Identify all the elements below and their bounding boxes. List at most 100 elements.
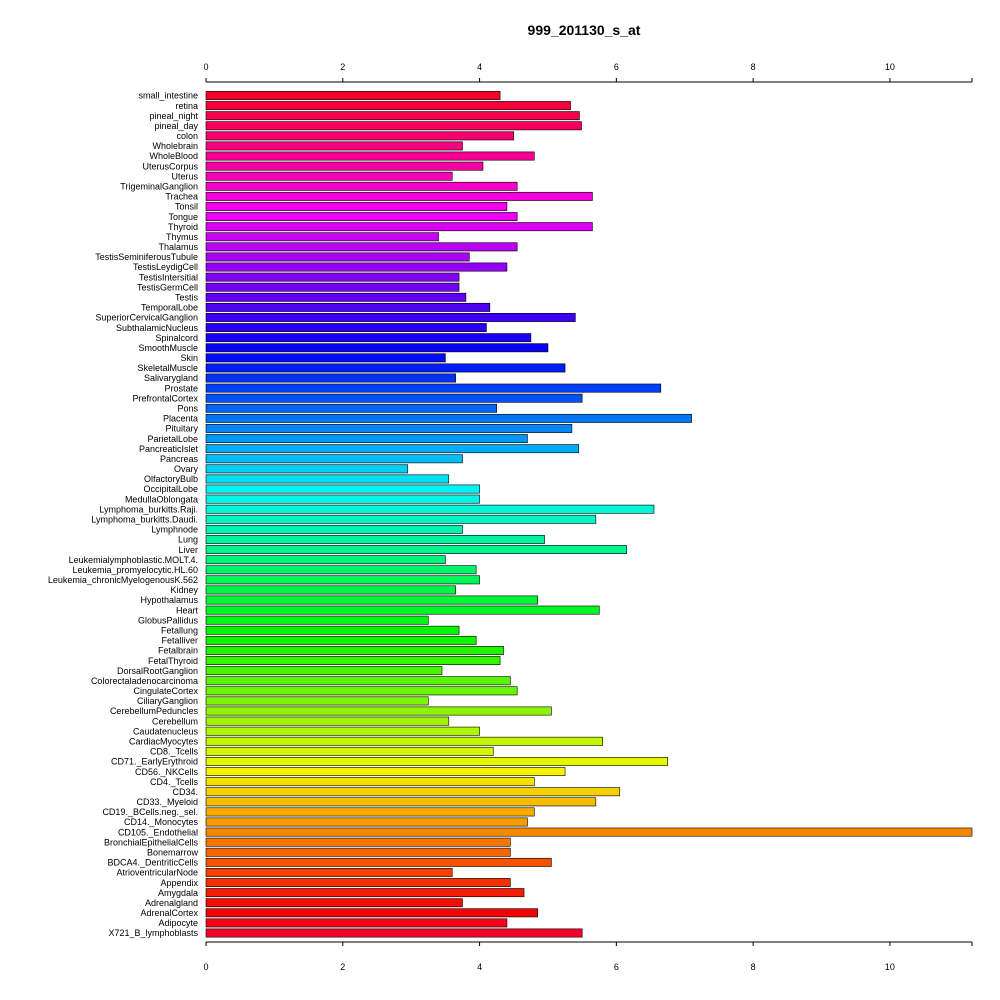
bar-TestisGermCell xyxy=(205,282,460,292)
bottom-axis-tick-label: 10 xyxy=(885,962,895,972)
top-axis-tick-label: 4 xyxy=(477,62,482,72)
bar-Skin xyxy=(205,353,446,363)
top-axis-tick-label: 0 xyxy=(203,62,208,72)
bar-ParietalLobe xyxy=(205,434,528,444)
bar-Liver xyxy=(205,545,627,554)
category-label: Spinalcord xyxy=(155,333,198,343)
category-label: Fetalliver xyxy=(161,636,198,646)
category-label: Wholebrain xyxy=(152,141,198,151)
bar-CD105._Endothelial xyxy=(205,827,973,837)
category-label: Hypothalamus xyxy=(140,595,198,605)
bar-Heart xyxy=(205,605,600,615)
category-label: TemporalLobe xyxy=(141,303,198,313)
category-label: Amygdala xyxy=(158,888,198,898)
category-label: Placenta xyxy=(163,414,198,424)
category-label: WholeBlood xyxy=(149,151,198,161)
bar-Pituitary xyxy=(205,424,573,433)
category-label: TestisIntersitial xyxy=(139,272,198,282)
category-label: CD105._Endothelial xyxy=(118,827,198,837)
category-label: Uterus xyxy=(171,171,198,181)
bar-Bonemarrow xyxy=(205,847,511,857)
bottom-axis-tick-label: 2 xyxy=(340,962,345,972)
bar-Adrenalgland xyxy=(205,898,463,908)
category-label: Bonemarrow xyxy=(147,847,199,857)
bar-CD4._Tcells xyxy=(205,777,535,787)
category-label: TrigeminalGanglion xyxy=(120,182,198,192)
category-label: PancreaticIslet xyxy=(139,444,199,454)
category-label: CD34. xyxy=(172,787,198,797)
chart-title: 999_201130_s_at xyxy=(528,22,641,38)
category-label: ParietalLobe xyxy=(147,434,198,444)
bar-Fetallung xyxy=(205,625,460,635)
bar-Adipocyte xyxy=(205,918,508,928)
bar-TemporalLobe xyxy=(205,302,491,312)
bar-X721_B_lymphoblasts xyxy=(205,928,583,938)
category-label: CD19._BCells.neg._sel. xyxy=(102,807,198,817)
category-label: Thyroid xyxy=(168,222,198,232)
category-label: TestisGermCell xyxy=(137,282,198,292)
bar-Testis xyxy=(205,292,467,302)
bar-CerebellumPeduncles xyxy=(205,706,552,716)
bar-Lymphoma_burkitts.Raji. xyxy=(205,504,655,514)
bar-Placenta xyxy=(205,413,692,423)
bar-PrefrontalCortex xyxy=(205,393,583,403)
category-label: pineal_night xyxy=(149,111,198,121)
category-label: Lymphoma_burkitts.Daudi. xyxy=(91,515,198,525)
category-label: Caudatenucleus xyxy=(133,726,199,736)
bar-UterusCorpus xyxy=(205,161,484,171)
bar-CiliaryGanglion xyxy=(205,696,429,706)
category-label: Liver xyxy=(178,545,198,555)
category-label: Leukemialymphoblastic.MOLT.4. xyxy=(69,555,198,565)
category-label: Thymus xyxy=(166,232,199,242)
category-label: AtrioventricularNode xyxy=(116,868,198,878)
category-label: CerebellumPeduncles xyxy=(110,706,199,716)
top-axis-tick-label: 6 xyxy=(614,62,619,72)
category-label: CD8._Tcells xyxy=(150,747,199,757)
top-axis-tick-label: 8 xyxy=(751,62,756,72)
bar-TrigeminalGanglion xyxy=(205,181,518,191)
category-label: Cerebellum xyxy=(152,716,198,726)
category-label: SuperiorCervicalGanglion xyxy=(95,313,198,323)
category-label: Pituitary xyxy=(165,424,198,434)
category-label: FetalThyroid xyxy=(148,656,198,666)
top-axis: 0 2 4 6 8 10 xyxy=(203,62,973,83)
category-label: Adipocyte xyxy=(158,918,198,928)
bottom-axis-tick-label: 6 xyxy=(614,962,619,972)
category-label: pineal_day xyxy=(154,121,198,131)
bottom-axis-tick-label: 0 xyxy=(203,962,208,972)
bar-pineal_day xyxy=(205,121,582,131)
bar-SmoothMuscle xyxy=(205,343,549,353)
bar-AtrioventricularNode xyxy=(205,868,453,877)
bottom-axis-tick-label: 4 xyxy=(477,962,482,972)
category-label: CD56._NKCells xyxy=(135,767,199,777)
category-label: Leukemia_chronicMyelogenousK.562 xyxy=(48,575,198,585)
bar-DorsalRootGanglion xyxy=(205,666,443,676)
bar-Prostate xyxy=(205,383,662,393)
bar-CD34. xyxy=(205,787,621,797)
category-label: Salivarygland xyxy=(144,373,198,383)
category-label: CD33._Myeloid xyxy=(136,797,198,807)
category-label: Appendix xyxy=(160,878,198,888)
category-label: GlobusPallidus xyxy=(138,615,199,625)
bar-CingulateCortex xyxy=(205,686,518,696)
category-label: CD4._Tcells xyxy=(150,777,199,787)
bar-OccipitalLobe xyxy=(205,484,480,494)
category-label: Fetalbrain xyxy=(158,646,198,656)
bar-Colorectaladenocarcinoma xyxy=(205,676,511,686)
bar-Kidney xyxy=(205,585,456,595)
bar-Tonsil xyxy=(205,202,508,211)
bar-MedullaOblongata xyxy=(205,494,480,504)
bar-small_intestine xyxy=(205,91,501,100)
category-label: Prostate xyxy=(164,383,198,393)
category-label: colon xyxy=(176,131,198,141)
bar-CD8._Tcells xyxy=(205,746,494,756)
category-label: SkeletalMuscle xyxy=(137,363,198,373)
category-label: TestisLeydigCell xyxy=(133,262,198,272)
category-label: PrefrontalCortex xyxy=(132,393,198,403)
top-axis-tick-label: 2 xyxy=(340,62,345,72)
category-label: TestisSeminiferousTubule xyxy=(95,252,198,262)
category-label: Heart xyxy=(176,605,199,615)
category-label: X721_B_lymphoblasts xyxy=(108,928,198,938)
bar-FetalThyroid xyxy=(205,656,501,665)
category-label: SmoothMuscle xyxy=(138,343,198,353)
